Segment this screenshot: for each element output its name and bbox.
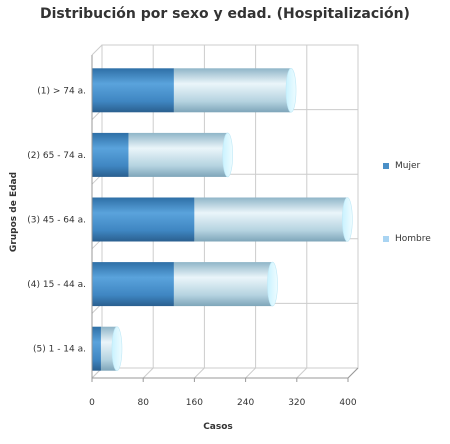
x-tick-label: 400 [339,398,356,408]
floor-line-x [245,367,256,379]
legend-swatch-hombre [383,236,389,242]
x-tick-label: 160 [186,398,203,408]
bar-mujer[interactable] [92,132,129,177]
bar-mujer[interactable] [92,197,195,242]
legend-label-mujer: Mujer [395,161,421,171]
bar-hombre[interactable] [173,68,292,113]
legend-item-hombre[interactable]: Hombre [383,234,431,244]
wall-line-y [91,44,103,56]
bar-end-cap [285,68,297,113]
floor-edge [347,367,359,379]
chart-title: Distribución por sexo y edad. (Hospitali… [40,6,410,22]
bar-mujer[interactable] [92,262,174,307]
x-tick-label: 0 [89,398,95,408]
x-tick-label: 80 [137,398,149,408]
y-tick-label: (4) 15 - 44 a. [27,280,86,290]
floor-line-x [296,367,308,379]
x-tick-label: 320 [288,398,305,408]
bar-mujer[interactable] [92,326,101,371]
y-tick-label: (3) 45 - 64 a. [27,216,86,226]
bar-hombre[interactable] [128,132,228,177]
bar-mujer[interactable] [92,68,174,113]
bar-hombre[interactable] [194,197,348,242]
floor-line-x [142,367,154,379]
floor-line-x [194,367,205,379]
legend-item-mujer[interactable]: Mujer [383,161,420,171]
y-axis-label: Grupos de Edad [9,172,19,252]
bar-end-cap [222,132,233,178]
y-tick-label: (5) 1 - 14 a. [33,345,86,355]
axes: 0 80 160 240 320 400 (1) > 74 a. (2) 65 - 74 a.… [27,55,359,408]
bar-end-cap [342,197,353,242]
bar-hombre[interactable] [173,262,273,307]
x-tick-label: 240 [237,398,254,408]
legend-label-hombre: Hombre [395,234,431,244]
y-tick-label: (1) > 74 a. [37,86,86,96]
y-tick-label: (2) 65 - 74 a. [27,151,86,161]
bar-end-cap [111,326,123,372]
legend-swatch-mujer [383,163,389,169]
bars [92,68,353,372]
legend: Mujer Hombre [383,155,450,255]
bar-end-cap [267,261,278,307]
x-axis-label: Casos [203,422,233,432]
